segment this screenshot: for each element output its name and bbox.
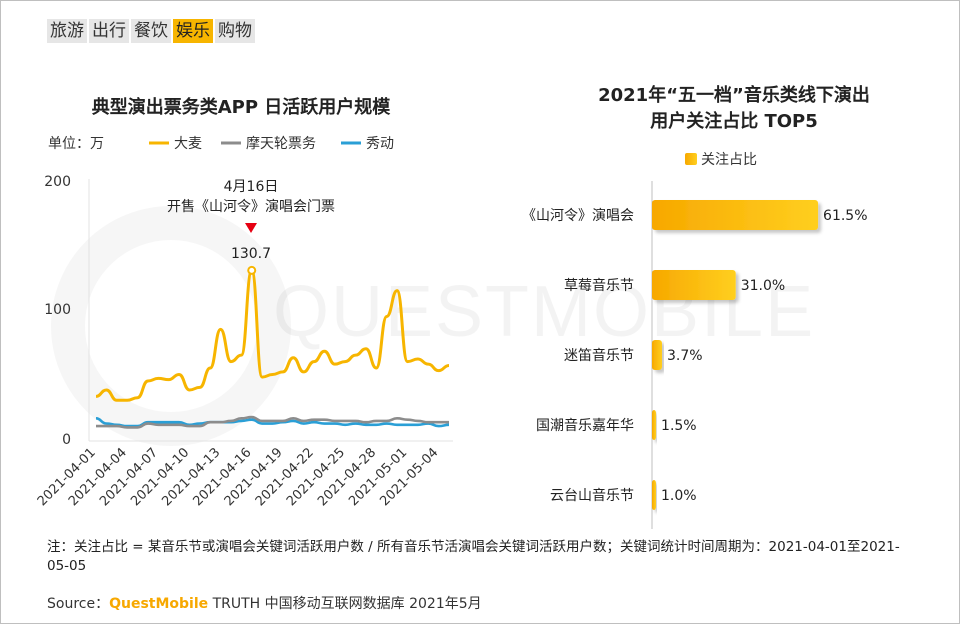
peak-value-label: 130.7	[231, 246, 271, 262]
annotation-date: 4月16日	[224, 179, 279, 195]
bar-value-label: 1.5%	[661, 418, 697, 434]
source-brand: QuestMobile	[109, 596, 209, 612]
y-tick-label: 0	[62, 432, 71, 448]
y-tick-label: 200	[44, 174, 71, 190]
unit-label: 单位：万	[48, 136, 104, 152]
peak-point	[247, 265, 257, 275]
bar-chart-title-line2: 用户关注占比 TOP5	[650, 110, 818, 132]
footnote: 注：关注占比 = 某音乐节或演唱会关键词活跃用户数 / 所有音乐节活演唱会关键词…	[47, 539, 900, 574]
tab-dining[interactable]: 餐饮	[131, 19, 171, 43]
bar-category-label: 云台山音乐节	[550, 487, 634, 504]
y-tick-label: 100	[44, 302, 71, 318]
source-suffix: TRUTH 中国移动互联网数据库 2021年5月	[208, 596, 482, 612]
line-series	[95, 265, 450, 429]
bars: 《山河令》演唱会 61.5% 草莓音乐节 31.0% 迷笛音乐节 3.7% 国潮音乐嘉年华 1…	[522, 200, 868, 510]
bar	[652, 270, 736, 300]
x-tick-labels: 2021-04-012021-04-042021-04-072021-04-10…	[35, 445, 442, 509]
bar-legend-swatch	[685, 153, 697, 165]
bar-category-label: 国潮音乐嘉年华	[536, 417, 634, 434]
bar	[652, 480, 656, 510]
legend-label-xiudong: 秀动	[366, 136, 394, 152]
annotation-marker-icon	[245, 223, 257, 233]
source-prefix: Source：	[47, 596, 110, 612]
source-line: Source：QuestMobile TRUTH 中国移动互联网数据库 2021…	[47, 593, 482, 613]
bar-category-label: 《山河令》演唱会	[522, 208, 634, 224]
bar-value-label: 61.5%	[823, 208, 867, 224]
tab-shopping[interactable]: 购物	[215, 19, 255, 43]
tab-travel[interactable]: 旅游	[47, 19, 87, 43]
series-line-motianlun	[96, 415, 449, 429]
bar-value-label: 1.0%	[661, 488, 697, 504]
annotation-text: 开售《山河令》演唱会门票	[167, 199, 335, 215]
legend-label-motianlun: 摩天轮票务	[246, 135, 316, 152]
bar	[652, 410, 657, 440]
line-chart: 典型演出票务类APP 日活跃用户规模 单位：万 大麦 摩天轮票务 秀动 0 10…	[35, 96, 453, 509]
line-chart-title: 典型演出票务类APP 日活跃用户规模	[92, 96, 392, 118]
line-legend: 大麦 摩天轮票务 秀动	[149, 135, 394, 152]
tab-transport[interactable]: 出行	[89, 19, 129, 43]
bar-category-label: 草莓音乐节	[564, 277, 634, 294]
category-tabs: 旅游 出行 餐饮 娱乐 购物	[47, 19, 255, 43]
bar-value-label: 3.7%	[667, 348, 703, 364]
tab-entertainment[interactable]: 娱乐	[173, 19, 213, 43]
legend-label-damai: 大麦	[174, 136, 202, 152]
bar	[652, 200, 819, 230]
bar-chart-title: 2021年“五一档”音乐类线下演出	[598, 84, 870, 106]
series-line-damai	[95, 268, 450, 402]
series-line-xiudong	[95, 417, 450, 428]
bar	[652, 340, 662, 370]
bar-legend-label: 关注占比	[701, 152, 757, 168]
bar-category-label: 迷笛音乐节	[564, 347, 634, 364]
peak-annotation: 4月16日 开售《山河令》演唱会门票 130.7	[167, 179, 335, 262]
bar-chart: 2021年“五一档”音乐类线下演出 用户关注占比 TOP5 关注占比 《山河令》…	[522, 84, 870, 529]
bar-value-label: 31.0%	[741, 278, 785, 294]
